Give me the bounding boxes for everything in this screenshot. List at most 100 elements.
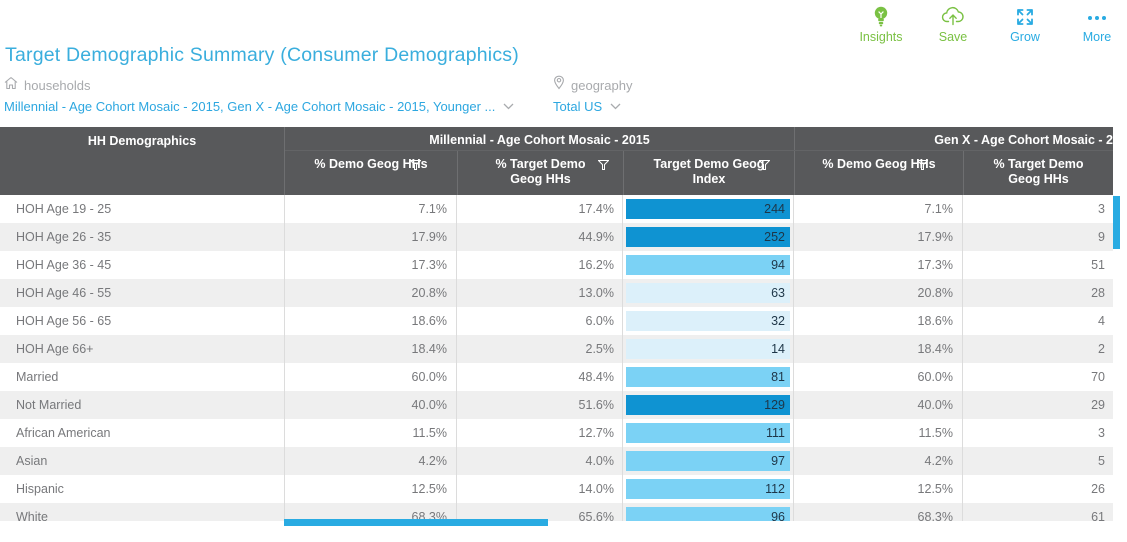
table-row[interactable]: HOH Age 36 - 45 17.3% 16.2% 94 17.3% 51 [0, 251, 1113, 279]
millennial-target-demo-cell: 44.9% [456, 223, 622, 251]
households-filter-value[interactable]: Millennial - Age Cohort Mosaic - 2015, G… [4, 98, 496, 114]
millennial-index-cell: 252 [622, 223, 793, 251]
millennial-index-cell: 244 [622, 195, 793, 223]
genx-demo-geog-cell: 17.3% [793, 251, 962, 279]
genx-demo-geog-cell: 17.9% [793, 223, 962, 251]
index-bar: 32 [626, 311, 790, 331]
geography-filter: geography Total US [553, 75, 633, 115]
millennial-demo-geog-cell: 11.5% [284, 419, 456, 447]
horizontal-scrollbar[interactable] [284, 519, 548, 526]
vertical-scrollbar[interactable] [1113, 196, 1120, 249]
page-title: Target Demographic Summary (Consumer Dem… [5, 44, 519, 66]
millennial-demo-geog-cell: 60.0% [284, 363, 456, 391]
genx-target-demo-cell: 5 [962, 447, 1113, 475]
table-header: HH Demographics Millennial - Age Cohort … [0, 127, 1113, 195]
column-header: % Demo Geog HHs [285, 151, 457, 195]
millennial-target-demo-cell: 14.0% [456, 475, 622, 503]
millennial-target-demo-cell: 48.4% [456, 363, 622, 391]
millennial-target-demo-cell: 2.5% [456, 335, 622, 363]
demographic-label-cell: African American [16, 426, 111, 440]
group-header-genx: Gen X - Age Cohort Mosaic - 2 [794, 127, 1113, 150]
index-bar: 81 [626, 367, 790, 387]
column-header-label: % Target Demo Geog HHs [495, 157, 586, 186]
grow-label: Grow [1010, 30, 1040, 44]
index-bar: 94 [626, 255, 790, 275]
lightbulb-icon [873, 5, 889, 28]
millennial-demo-geog-cell: 17.9% [284, 223, 456, 251]
column-header-row: % Demo Geog HHs % Target Demo Geog HHs Tar… [285, 151, 1113, 195]
table-row[interactable]: African American 11.5% 12.7% 111 11.5% 3 [0, 419, 1113, 447]
table-row[interactable]: HOH Age 56 - 65 18.6% 6.0% 32 18.6% 4 [0, 307, 1113, 335]
genx-target-demo-cell: 61 [962, 503, 1113, 521]
genx-demo-geog-cell: 68.3% [793, 503, 962, 521]
more-label: More [1082, 30, 1112, 44]
demographic-label-cell: HOH Age 36 - 45 [16, 258, 112, 272]
millennial-target-demo-cell: 16.2% [456, 251, 622, 279]
millennial-index-cell: 111 [622, 419, 793, 447]
filter-icon[interactable] [597, 159, 610, 174]
table-row[interactable]: HOH Age 46 - 55 20.8% 13.0% 63 20.8% 28 [0, 279, 1113, 307]
table-row[interactable]: HOH Age 19 - 25 7.1% 17.4% 244 7.1% 3 [0, 195, 1113, 223]
millennial-target-demo-cell: 65.6% [456, 503, 622, 521]
millennial-index-cell: 32 [622, 307, 793, 335]
demographic-label-cell: Not Married [16, 398, 82, 412]
genx-demo-geog-cell: 60.0% [793, 363, 962, 391]
millennial-demo-geog-cell: 4.2% [284, 447, 456, 475]
millennial-index-cell: 63 [622, 279, 793, 307]
column-header-label: % Target Demo Geog HHs [993, 157, 1084, 186]
millennial-index-cell: 112 [622, 475, 793, 503]
chevron-down-icon[interactable] [610, 97, 621, 115]
table-row[interactable]: Married 60.0% 48.4% 81 60.0% 70 [0, 363, 1113, 391]
more-dots-icon [1086, 5, 1108, 28]
column-header-label: % Demo Geog HHs [822, 157, 936, 171]
millennial-target-demo-cell: 13.0% [456, 279, 622, 307]
toolbar: Insights Save Grow [855, 5, 1123, 44]
grow-button[interactable]: Grow [999, 5, 1051, 44]
table-row[interactable]: Hispanic 12.5% 14.0% 112 12.5% 26 [0, 475, 1113, 503]
genx-demo-geog-cell: 4.2% [793, 447, 962, 475]
index-bar: 252 [626, 227, 790, 247]
table-row[interactable]: Not Married 40.0% 51.6% 129 40.0% 29 [0, 391, 1113, 419]
column-header: % Target Demo Geog HHs [963, 151, 1113, 195]
genx-target-demo-cell: 29 [962, 391, 1113, 419]
genx-target-demo-cell: 51 [962, 251, 1113, 279]
households-filter: households Millennial - Age Cohort Mosai… [4, 76, 514, 115]
millennial-demo-geog-cell: 68.3% [284, 503, 456, 521]
genx-demo-geog-cell: 7.1% [793, 195, 962, 223]
more-button[interactable]: More [1071, 5, 1123, 44]
filter-icon[interactable] [758, 159, 771, 174]
geography-filter-label: geography [571, 77, 633, 93]
filter-icon[interactable] [916, 159, 929, 174]
demographic-label-cell: HOH Age 26 - 35 [16, 230, 112, 244]
filter-icon[interactable] [409, 159, 422, 174]
insights-button[interactable]: Insights [855, 5, 907, 44]
table-row[interactable]: HOH Age 26 - 35 17.9% 44.9% 252 17.9% 9 [0, 223, 1113, 251]
index-bar: 96 [626, 507, 790, 521]
geography-filter-value[interactable]: Total US [553, 98, 603, 114]
table-row[interactable]: HOH Age 66+ 18.4% 2.5% 14 18.4% 2 [0, 335, 1113, 363]
index-bar: 97 [626, 451, 790, 471]
millennial-demo-geog-cell: 18.6% [284, 307, 456, 335]
chevron-down-icon[interactable] [503, 97, 514, 115]
insights-label: Insights [859, 30, 903, 44]
index-bar: 112 [626, 479, 790, 499]
genx-target-demo-cell: 26 [962, 475, 1113, 503]
demographic-label-cell: White [16, 510, 48, 521]
genx-demo-geog-cell: 40.0% [793, 391, 962, 419]
column-header: % Target Demo Geog HHs [457, 151, 623, 195]
group-header-millennial: Millennial - Age Cohort Mosaic - 2015 [429, 133, 650, 147]
location-pin-icon [553, 75, 565, 95]
house-icon [4, 76, 18, 95]
millennial-target-demo-cell: 4.0% [456, 447, 622, 475]
row-header-cell: HH Demographics [87, 134, 197, 148]
table-row[interactable]: Asian 4.2% 4.0% 97 4.2% 5 [0, 447, 1113, 475]
genx-target-demo-cell: 4 [962, 307, 1113, 335]
demographic-label-cell: HOH Age 46 - 55 [16, 286, 112, 300]
save-button[interactable]: Save [927, 5, 979, 44]
millennial-index-cell: 96 [622, 503, 793, 521]
table-row[interactable]: White 68.3% 65.6% 96 68.3% 61 [0, 503, 1113, 521]
column-header-label: Target Demo Geog Index [653, 157, 765, 186]
millennial-index-cell: 94 [622, 251, 793, 279]
households-filter-label: households [24, 77, 91, 93]
